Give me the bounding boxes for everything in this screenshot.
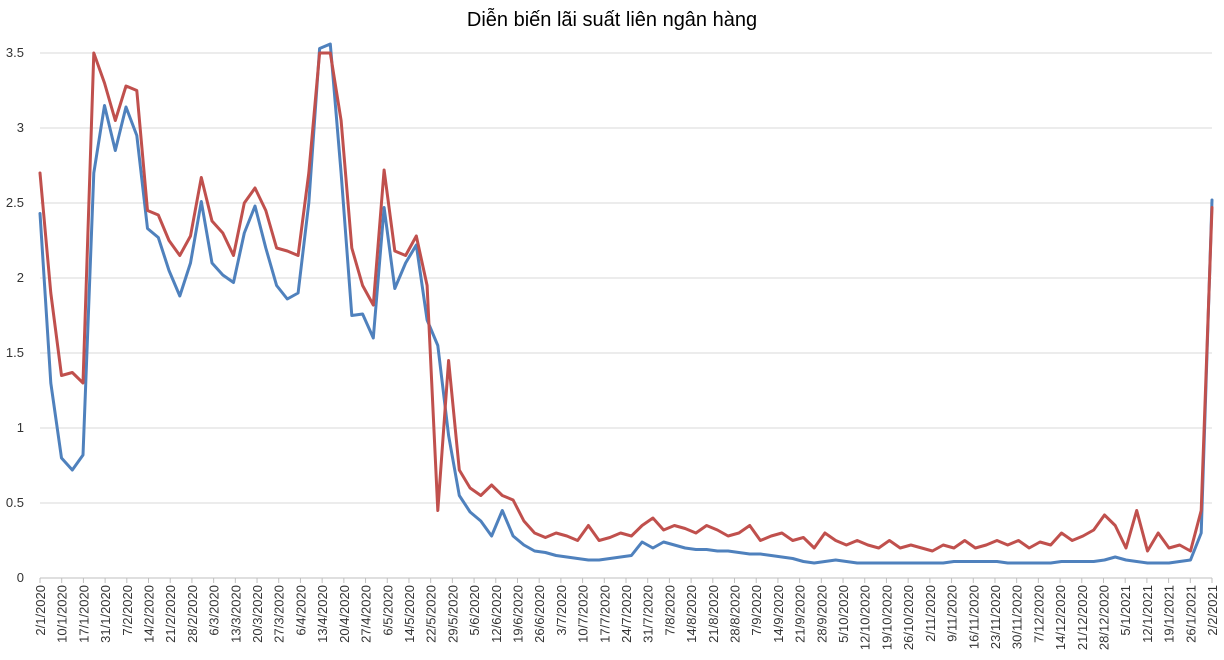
y-tick-label: 1.5 [6,345,24,360]
x-tick-label: 10/1/2020 [55,585,70,643]
series-layer [38,42,1214,565]
x-tick-label: 5/1/2021 [1118,585,1133,636]
y-tick-label: 0 [17,570,24,585]
x-tick-label: 14/12/2020 [1053,585,1068,650]
x-tick-label: 17/7/2020 [597,585,612,643]
x-tick-label: 10/7/2020 [576,585,591,643]
x-tick-label: 21/2/2020 [163,585,178,643]
y-tick-label: 2.5 [6,195,24,210]
x-tick-label: 30/11/2020 [1010,585,1025,649]
x-tick-label: 27/4/2020 [359,585,374,643]
x-tick-label: 2/1/2020 [33,585,48,636]
x-tick-label: 3/7/2020 [554,585,569,636]
x-tick-label: 26/1/2021 [1183,585,1198,643]
x-tick-label: 19/1/2021 [1162,585,1177,643]
x-tick-label: 9/11/2020 [945,585,960,642]
x-tick-label: 6/4/2020 [293,585,308,636]
gridlines [40,52,1212,504]
y-tick-label: 3 [17,120,24,135]
x-tick-label: 13/4/2020 [315,585,330,643]
x-tick-label: 28/9/2020 [814,585,829,643]
x-tick-label: 14/5/2020 [402,585,417,643]
x-tick-label: 7/2/2020 [120,585,135,636]
x-tick-label: 26/6/2020 [532,585,547,643]
x-tick-label: 27/3/2020 [272,585,287,643]
x-tick-label: 29/5/2020 [445,585,460,643]
x-tick-label: 14/9/2020 [771,585,786,643]
x-tick-label: 21/12/2020 [1075,585,1090,650]
x-tick-label: 28/8/2020 [728,585,743,643]
y-tick-label: 3.5 [6,45,24,60]
series-line-1 [38,42,1214,565]
x-tick-label: 12/10/2020 [858,585,873,650]
x-tick-label: 6/3/2020 [207,585,222,636]
x-tick-label: 2/11/2020 [923,585,938,642]
x-tick-labels: 2/1/2020 10/1/2020 17/1/2020 31/1/2020 7/2/2… [33,585,1220,650]
x-tick-label: 7/12/2020 [1031,585,1046,643]
x-tick-label: 16/11/2020 [966,585,981,649]
x-tick-label: 21/9/2020 [793,585,808,643]
x-tick-label: 20/3/2020 [250,585,265,643]
y-tick-labels: 0 0.5 1 1.5 2 2.5 3 3.5 [6,45,24,585]
x-tick-label: 28/2/2020 [185,585,200,643]
series-line-2 [38,51,1214,553]
axes [39,577,1213,583]
x-tick-label: 26/10/2020 [901,585,916,650]
y-tick-label: 1 [17,420,24,435]
x-tick-label: 7/8/2020 [662,585,677,636]
x-tick-label: 31/7/2020 [641,585,656,643]
x-tick-label: 13/3/2020 [228,585,243,643]
x-tick-label: 31/1/2020 [98,585,113,643]
x-tick-label: 12/1/2021 [1140,585,1155,643]
x-tick-label: 12/6/2020 [489,585,504,643]
x-tick-label: 17/1/2020 [76,585,91,643]
y-tick-label: 2 [17,270,24,285]
x-tick-label: 19/10/2020 [879,585,894,650]
x-tick-label: 20/4/2020 [337,585,352,643]
x-tick-label: 22/5/2020 [424,585,439,643]
x-tick-label: 14/8/2020 [684,585,699,643]
x-tick-label: 23/11/2020 [988,585,1003,649]
x-tick-label: 28/12/2020 [1096,585,1111,650]
x-tick-label: 7/9/2020 [749,585,764,636]
chart-title: Diễn biến lãi suất liên ngân hàng [466,9,758,31]
x-tick-label: 5/6/2020 [467,585,482,636]
x-tick-label: 5/10/2020 [836,585,851,643]
x-tick-label: 6/5/2020 [380,585,395,636]
x-tick-label: 24/7/2020 [619,585,634,643]
x-tick-label: 14/2/2020 [142,585,157,643]
x-tick-label: 19/6/2020 [510,585,525,643]
x-tick-label: 2/2/2021 [1205,585,1220,636]
y-tick-label: 0.5 [6,495,24,510]
x-tick-label: 21/8/2020 [706,585,721,643]
